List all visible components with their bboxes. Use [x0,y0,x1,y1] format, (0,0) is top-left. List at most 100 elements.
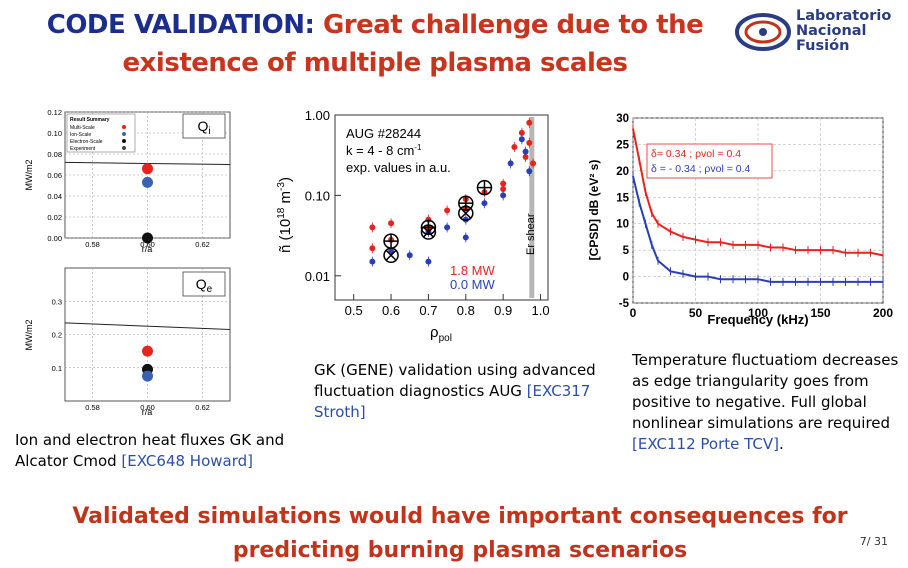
qi-legend-multi-marker [122,125,126,129]
caption-left-ref: [EXC648 Howard] [121,452,254,470]
aug-sim-cross-marker [420,224,437,240]
caption-middle-ref: [EXC317 Stroth] [314,382,591,421]
aug-ylabel: ñ (1018 m-3) [276,177,294,253]
cpsd-ytick: 15 [616,192,629,204]
qe-chart: 0.10.20.3 0.58 0.60 0.62 r/a MW/m2 Qe [24,267,231,417]
caption-right: Temperature fluctuatiom decreases as edg… [632,351,899,453]
qi-ytick: 0.00 [47,234,62,243]
aug-point-red [500,180,507,187]
qe-title-box [182,271,226,297]
lnf-emblem-icon [735,13,791,51]
cpsd-legend-red: δ= 0.34 ; ρvol = 0.4 [651,148,741,160]
qi-ytick: 0.10 [47,129,62,138]
aug-legend-red: 1.8 MW [450,263,496,278]
qi-point-multi-scale [142,163,153,175]
qe-xlabel: r/a [142,407,153,417]
qi-chart: 0.00 0.02 0.04 0.06 0.08 0.10 0.12 0.58 0.60 0.6… [24,108,231,254]
aug-point-red [526,119,533,126]
title-line2: existence of multiple plasma scales [122,48,628,78]
qi-ytick: 0.08 [47,150,62,159]
logo-line2: Nacional [796,23,867,39]
aug-point-red [511,143,518,150]
aug-point-blue [522,148,529,155]
aug-title: AUG #28244 [346,126,421,141]
cpsd-xtick: 200 [873,306,893,320]
caption-left: Ion and electron heat fluxes GK and Alca… [15,431,285,470]
aug-point-blue [481,200,488,207]
aug-xtick: 0.5 [345,303,363,318]
aug-annotation1: k = 4 - 8 cm-1 [346,143,422,158]
aug-point-red [500,186,507,193]
qi-point-electron-scale [142,232,153,244]
caption-middle: GK (GENE) validation using advanced fluc… [314,361,596,421]
aug-point-red [518,129,525,136]
page-number: 7/ 31 [859,535,888,548]
aug-annotation2: exp. values in a.u. [346,160,451,175]
qe-experiment-line [64,322,231,331]
qi-xtick: 0.60 [140,240,155,249]
aug-point-red [444,207,451,214]
aug-point-blue [518,136,525,143]
er-shear-band [529,117,535,298]
aug-sim-plus-marker [383,233,399,249]
qe-ytick: 0.1 [52,364,62,373]
qi-xtick: 0.58 [85,240,100,249]
cpsd-xtick: 150 [810,306,830,320]
er-shear-label: Er shear [525,213,537,255]
cpsd-ytick: 30 [616,113,629,125]
aug-point-blue [444,224,451,231]
cpsd-legend-box [646,143,773,179]
qe-ytick: 0.2 [52,331,62,340]
aug-xtick: 1.0 [531,303,549,318]
aug-ytick: 0.01 [305,269,330,284]
slide-title: CODE VALIDATION: Great challenge due to … [30,6,720,82]
aug-density-chart: Er shear 1.00 0.10 0.01 0.5 0.6 0.7 0.8 0.9 1.0… [276,108,550,344]
aug-point-red [369,245,376,252]
qi-legend-ion-marker [122,132,126,136]
qi-legend-experiment: Experiment [70,146,96,152]
qe-ytick: 0.3 [52,297,62,306]
qi-legend-experiment-marker [122,146,126,150]
qi-legend-electron-marker [122,139,126,143]
aug-point-blue [406,252,413,259]
cpsd-ytick: -5 [619,298,630,310]
qi-legend-title: Result Summary [70,117,110,123]
qi-ylabel: MW/m2 [24,160,34,191]
qe-xtick: 0.60 [140,403,155,412]
qi-xlabel: r/a [142,244,153,254]
cpsd-legend-blue: δ = - 0.34 ; ρvol = 0.4 [651,163,751,175]
aug-sim-cross-marker [383,247,399,264]
aug-ytick: 1.00 [305,108,330,123]
qi-legend-multi: Multi-Scale [70,125,95,131]
qi-title: Qi [197,118,210,137]
qi-ytick: 0.12 [47,108,62,117]
aug-point-red [530,160,537,167]
qe-point-ion-scale [142,370,153,382]
aug-xtick: 0.9 [494,303,512,318]
qe-xtick: 0.62 [195,403,210,412]
cpsd-ylabel: [CPSD] dB (eV² s) [587,160,601,261]
aug-xtick: 0.7 [419,303,437,318]
qi-legend-electron: Electron-Scale [70,139,103,145]
conclusion-statement: Validated simulations would have importa… [72,504,848,563]
cpsd-ytick: 0 [623,272,629,284]
lnf-logo: Laboratorio Nacional Fusión [733,6,891,66]
qi-legend-ion: Ion-Scale [70,132,91,138]
cpsd-ytick: 20 [616,166,629,178]
aug-ytick: 0.10 [305,188,330,203]
aug-xtick: 0.8 [457,303,475,318]
qi-ytick: 0.04 [47,192,62,201]
aug-sim-cross-marker [458,205,474,221]
qi-ytick: 0.06 [47,171,62,180]
qi-ytick: 0.02 [47,213,62,222]
title-prefix: CODE VALIDATION: [46,10,315,40]
aug-sim-plus-marker [476,179,493,196]
cpsd-xtick: 50 [689,306,703,320]
aug-point-red [388,220,395,227]
aug-xlabel: ρpol [430,324,452,344]
aug-xtick: 0.6 [382,303,400,318]
cpsd-xtick: 100 [748,306,768,320]
qi-title-box [182,113,226,139]
cpsd-xlabel: Frequency (kHz) [707,312,808,327]
